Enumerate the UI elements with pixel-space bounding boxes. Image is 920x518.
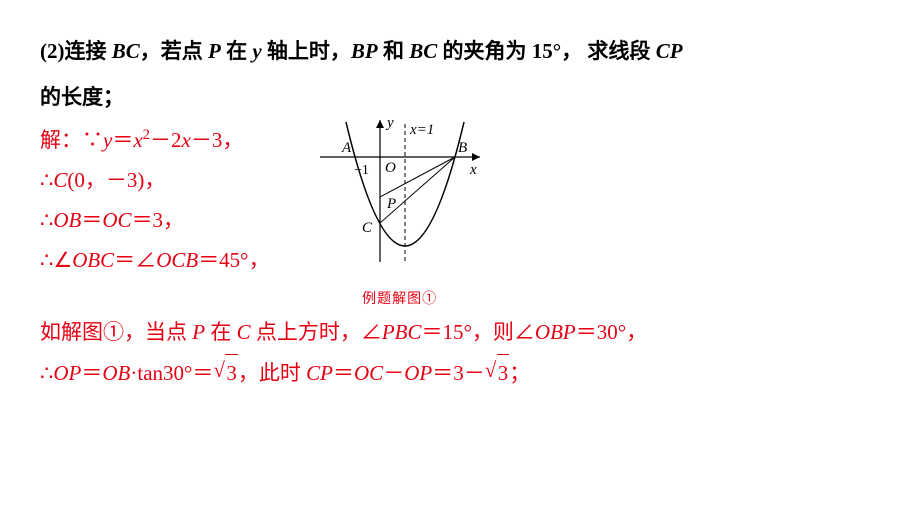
t: y [103, 128, 112, 152]
t: P [208, 39, 221, 63]
sol-l4: ∴∠OBC＝∠OCB＝45°， [40, 242, 270, 280]
question-text: (2)连接 BC，若点 P 在 y 轴上时，BP 和 BC 的夹角为 15°， … [40, 28, 880, 120]
t: CP [306, 361, 333, 385]
t: ＝3－ [432, 361, 485, 385]
t: ∴ [40, 168, 53, 192]
t: ，若点 [140, 39, 208, 63]
t: ＝15°，则∠ [422, 320, 535, 344]
t: OBC [72, 248, 114, 272]
t: 点上方时，∠ [251, 320, 382, 344]
t: 的夹角为 [437, 39, 532, 63]
t: ∴∠ [40, 248, 72, 272]
parabola-diagram: y x=1 x A B −1 O P C [310, 112, 490, 272]
lbl-C: C [362, 220, 373, 236]
t: OC [354, 361, 383, 385]
lbl-B: B [458, 140, 467, 156]
t: ＝30°， [576, 320, 647, 344]
t: 连接 [65, 39, 112, 63]
t: 轴上时， [262, 39, 351, 63]
t: ＝ [333, 361, 354, 385]
t: C [53, 168, 67, 192]
t: OP [53, 361, 81, 385]
t: 3 [497, 354, 510, 393]
t: ＝ [112, 128, 133, 152]
t: PBC [382, 320, 422, 344]
sol-l5: 如解图①，当点 P 在 C 点上方时，∠PBC＝15°，则∠OBP＝30°， [40, 314, 880, 352]
t: 和 [378, 39, 410, 63]
t: 如解图①，当点 [40, 320, 192, 344]
t: OC [102, 208, 131, 232]
t: ； [509, 361, 530, 385]
solution-block2: 如解图①，当点 P 在 C 点上方时，∠PBC＝15°，则∠OBP＝30°， ∴… [40, 314, 880, 393]
t: 在 [221, 39, 253, 63]
figure: y x=1 x A B −1 O P C 例题解图① [310, 112, 490, 312]
t: ＝∠ [114, 248, 156, 272]
lbl-O: O [385, 160, 396, 176]
t: BC [409, 39, 437, 63]
t: OBP [535, 320, 576, 344]
t: ，此时 [238, 361, 306, 385]
t: ＝3， [132, 208, 185, 232]
t: P [192, 320, 205, 344]
t: － [383, 361, 404, 385]
t: ， 求线段 [561, 39, 656, 63]
t: C [237, 320, 251, 344]
t: 的长度； [40, 85, 124, 109]
t: BP [351, 39, 378, 63]
sol-l6: ∴OP＝OB·tan30°＝3，此时 CP＝OC－OP＝3－3； [40, 354, 880, 393]
t: (0，－3)， [67, 168, 165, 192]
t: ∴ [40, 361, 53, 385]
t: OP [404, 361, 432, 385]
t: x [182, 128, 191, 152]
lbl-x1: x=1 [409, 122, 434, 138]
t: OB [53, 208, 81, 232]
t: CP [656, 39, 683, 63]
t: ∴ [40, 208, 53, 232]
t: OCB [156, 248, 198, 272]
lbl-P: P [386, 196, 396, 212]
q-label: (2) [40, 39, 65, 63]
t: ·tan30°＝ [130, 361, 213, 385]
t: 在 [205, 320, 237, 344]
t: 3 [225, 354, 238, 393]
sol-l3: ∴OB＝OC＝3， [40, 202, 270, 240]
t: x [133, 128, 142, 152]
lbl-A: A [341, 140, 352, 156]
t: 15° [532, 39, 561, 63]
lbl-neg1: −1 [354, 163, 369, 178]
sol-l2: ∴C(0，－3)， [40, 162, 270, 200]
solution-block: 解：∵y＝x2－2x－3， ∴C(0，－3)， ∴OB＝OC＝3， ∴∠OBC＝… [40, 120, 270, 281]
sol-l1: 解：∵y＝x2－2x－3， [40, 122, 270, 160]
t: OB [102, 361, 130, 385]
t: BC [112, 39, 140, 63]
figure-caption: 例题解图① [310, 287, 490, 312]
t: 解：∵ [40, 128, 103, 152]
t: ＝45°， [198, 248, 269, 272]
lbl-x: x [469, 162, 477, 178]
t: y [252, 39, 261, 63]
t: －2 [150, 128, 182, 152]
t: ＝ [81, 361, 102, 385]
t: －3， [191, 128, 244, 152]
t: ＝ [81, 208, 102, 232]
